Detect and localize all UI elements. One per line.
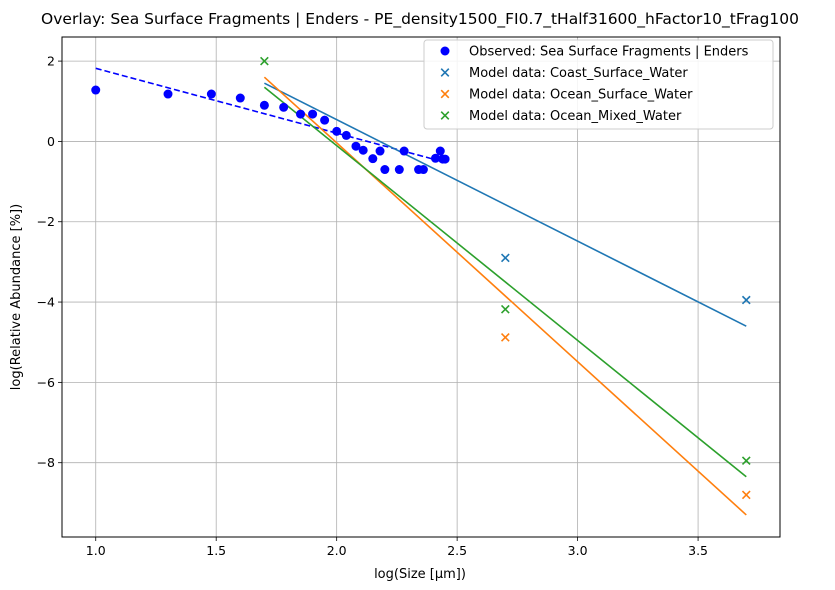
observed-point [91,85,101,95]
ticks: 1.0 1.5 2.0 2.5 3.0 3.5 2 0 −2 −4 −6 −8 [37,54,708,558]
observed-point [163,89,173,99]
observed-point [435,146,445,156]
fit-lines [95,67,747,516]
observed-point [430,153,440,163]
observed-point [358,145,368,155]
observed-fit-line [95,67,446,164]
model-point-3 [741,456,751,466]
legend-marker [440,89,450,99]
model-fit-line-2 [263,76,747,516]
observed-point [296,109,306,119]
observed-point [380,165,390,175]
legend-label: Observed: Sea Surface Fragments | Enders [469,45,749,60]
model-point-1 [500,253,510,263]
observed-point [206,89,216,99]
y-tick-label: 2 [47,54,55,69]
legend-label: Model data: Ocean_Mixed_Water [469,109,682,124]
y-tick-label: −6 [37,375,55,390]
model-point-2 [741,490,751,500]
model-point-1 [741,295,751,305]
observed-point [440,154,450,164]
observed-point [341,130,351,140]
model-point-2 [500,333,510,342]
observed-point [399,146,409,156]
legend-marker [440,68,450,77]
observed-point [368,154,378,164]
observed-point [375,146,385,156]
y-tick-label: 0 [47,134,55,149]
legend-label: Model data: Ocean_Surface_Water [469,88,693,103]
y-tick-label: −8 [37,455,55,470]
legend-marker [440,111,450,120]
model-fit-line-1 [264,82,747,327]
plot-frame [61,36,781,538]
x-tick-label: 3.0 [568,543,588,558]
legend-label: Model data: Coast_Surface_Water [469,66,688,81]
observed-point [394,165,404,175]
x-tick-label: 2.5 [447,543,467,558]
observed-point [351,141,361,151]
observed-point [308,109,318,119]
x-tick-label: 1.0 [86,543,106,558]
legend-marker [440,46,450,56]
x-axis-label: log(Size [μm]) [374,567,466,582]
y-axis-label: log(Relative Abundance [%]) [9,204,24,390]
legend: Observed: Sea Surface Fragments | Enders… [423,39,774,130]
legend-box [423,39,774,130]
data-points [91,56,751,500]
x-tick-label: 3.5 [688,543,708,558]
observed-point [279,102,289,112]
model-point-3 [500,304,510,314]
x-tick-label: 1.5 [206,543,226,558]
observed-point [235,93,245,103]
model-point-3 [260,56,269,66]
model-fit-line-3 [263,86,747,478]
y-tick-label: −4 [37,295,55,310]
observed-point [332,126,342,136]
observed-point [320,115,330,125]
chart-title: Overlay: Sea Surface Fragments | Enders … [41,10,799,29]
x-tick-label: 2.0 [327,543,347,558]
y-tick-label: −2 [37,214,55,229]
observed-point [418,165,428,175]
observed-point [259,100,269,110]
